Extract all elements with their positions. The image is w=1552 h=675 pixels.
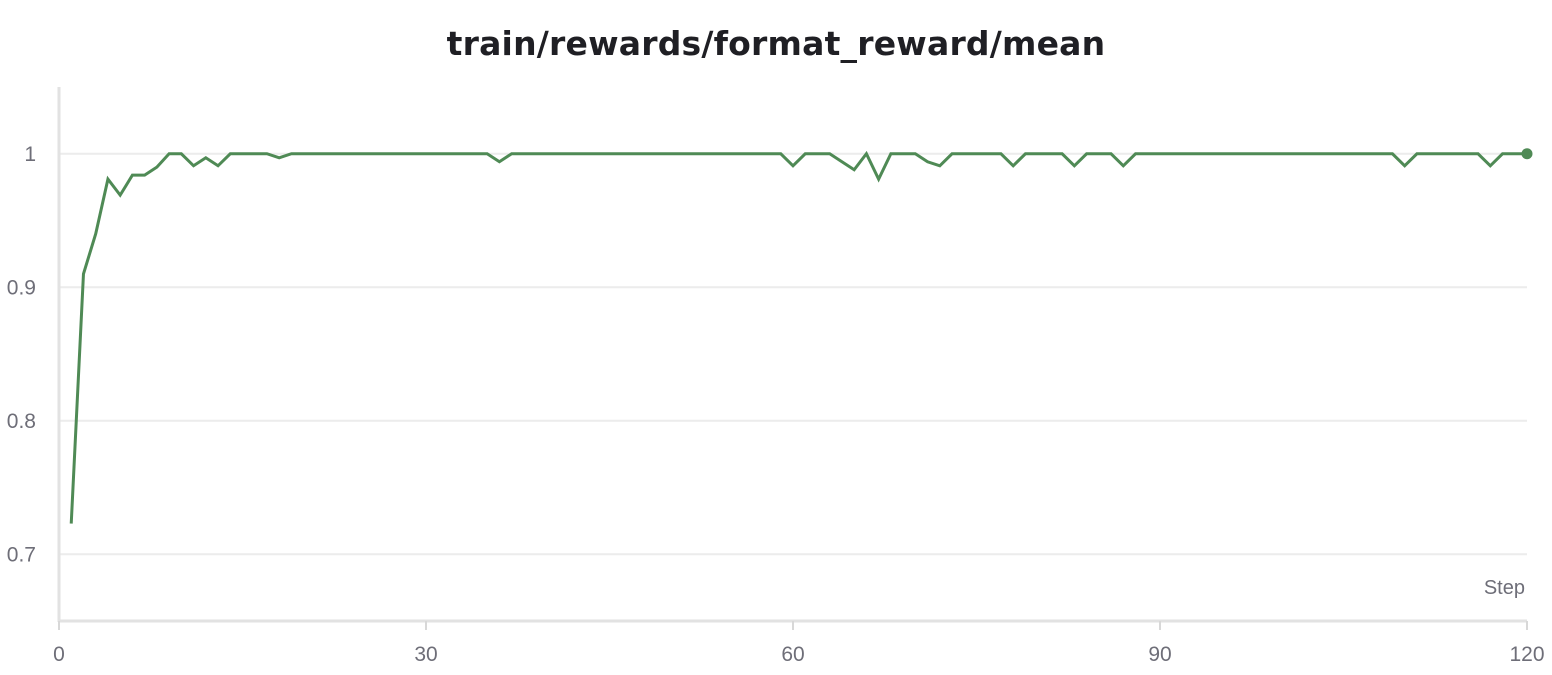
- grid-lines: [59, 152, 1527, 556]
- y-tick-labels: 0.7 0.8 0.9 1: [7, 143, 36, 567]
- y-tick-label-1: 0.8: [7, 410, 36, 433]
- x-axis-title: Step: [1484, 577, 1525, 599]
- x-tick-label-3: 90: [1148, 643, 1171, 666]
- y-tick-label-0: 0.7: [7, 543, 36, 566]
- x-tick-label-4: 120: [1509, 643, 1544, 666]
- x-tick-label-2: 60: [781, 643, 804, 666]
- chart-title: train/rewards/format_reward/mean: [446, 24, 1106, 63]
- y-tick-label-3: 1: [24, 143, 36, 166]
- x-tick-label-1: 30: [414, 643, 437, 666]
- y-tick-label-2: 0.9: [7, 276, 36, 299]
- x-ticks: [58, 621, 1528, 630]
- x-tick-label-0: 0: [53, 643, 65, 666]
- x-tick-labels: 0 30 60 90 120: [53, 643, 1544, 666]
- series-group: [69, 148, 1533, 524]
- series-last-point-0[interactable]: [1521, 148, 1533, 160]
- series-line-0: [69, 150, 1527, 524]
